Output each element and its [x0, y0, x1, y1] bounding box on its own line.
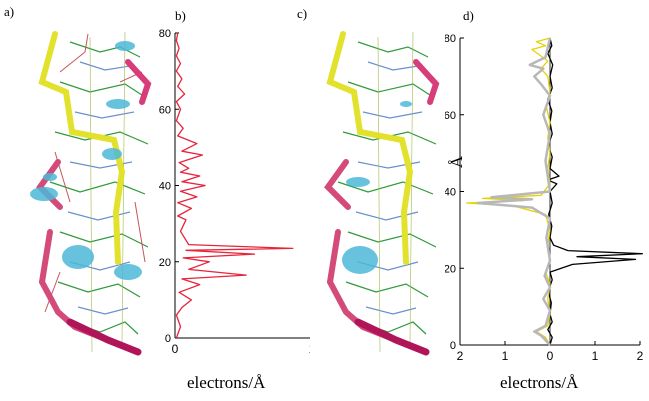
chart-d: 0 20 40 60 80 2 1 0 1 2: [445, 33, 644, 363]
dna-structure-a: [30, 31, 152, 356]
series-line-gray: [476, 37, 552, 346]
x-tick-label: 0: [547, 349, 554, 363]
panel-label-b: b): [175, 8, 186, 23]
panel-label-c: c): [297, 6, 308, 21]
x-tick-label: 2: [637, 349, 644, 363]
y-tick-label: 20: [445, 263, 456, 275]
xlabel-d-text: electrons/Å: [500, 373, 579, 392]
xlabel-b: electrons/Å: [187, 373, 265, 393]
y-tick-label: 80: [159, 28, 171, 40]
series-line-red: [175, 32, 294, 339]
y-tick-label: 0: [450, 340, 456, 352]
x-tick-label: 1: [309, 342, 310, 356]
panel-label-a: a): [4, 4, 15, 19]
x-tick-label: 2: [457, 349, 464, 363]
xlabel-d: electrons/Å: [500, 373, 578, 393]
x-tick-label: 1: [592, 349, 599, 363]
y-tick-label: 20: [159, 257, 171, 269]
y-tick-label: 60: [445, 110, 456, 122]
ylabel-d: Å: [447, 155, 467, 169]
chart-b: 0 20 40 60 80 0 1: [159, 28, 310, 356]
panel-label-d: d): [463, 8, 474, 23]
xlabel-b-text: electrons/Å: [187, 373, 266, 392]
series-line-black: [547, 37, 643, 346]
x-tick-label: 1: [502, 349, 509, 363]
y-tick-label: 40: [445, 187, 456, 199]
y-tick-label: 80: [445, 33, 456, 45]
y-tick-label: 0: [165, 333, 171, 345]
y-tick-label: 60: [159, 104, 171, 116]
y-tick-label: 40: [159, 181, 171, 193]
dna-structure-c: [324, 31, 440, 356]
x-tick-label: 0: [172, 342, 179, 356]
